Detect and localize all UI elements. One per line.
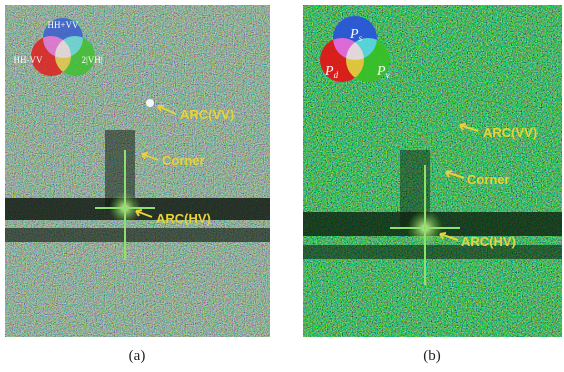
annotation: ARC(HV): [156, 211, 211, 226]
target-point: [146, 99, 154, 107]
caption: (a): [129, 348, 146, 364]
annotation: ARC(HV): [461, 234, 516, 249]
annotation: ARC(VV): [483, 125, 537, 140]
road: [303, 245, 562, 259]
legend-label: HH+VV: [47, 20, 79, 30]
legend-base: P: [324, 64, 334, 79]
legend-sub: s: [359, 33, 363, 43]
legend-base: P: [349, 27, 359, 42]
legend-sub: d: [334, 70, 339, 80]
legend-label: HH-VV: [14, 55, 43, 65]
legend-base: P: [376, 64, 386, 79]
legend-sub: v: [386, 70, 390, 80]
annotation: Corner: [467, 172, 510, 187]
legend-label: 2|VH|: [81, 55, 102, 65]
panel-b: Ps Pd Pv ARC(VV) Corner ARC(HV) (b): [303, 5, 562, 364]
figure: HH+VV HH-VV 2|VH| ARC(VV) Corner ARC(HV)…: [0, 0, 564, 372]
annotation: ARC(VV): [180, 107, 234, 122]
caption: (b): [423, 348, 441, 364]
road: [5, 228, 270, 242]
panel-a: HH+VV HH-VV 2|VH| ARC(VV) Corner ARC(HV)…: [5, 5, 270, 364]
annotation: Corner: [162, 153, 205, 168]
